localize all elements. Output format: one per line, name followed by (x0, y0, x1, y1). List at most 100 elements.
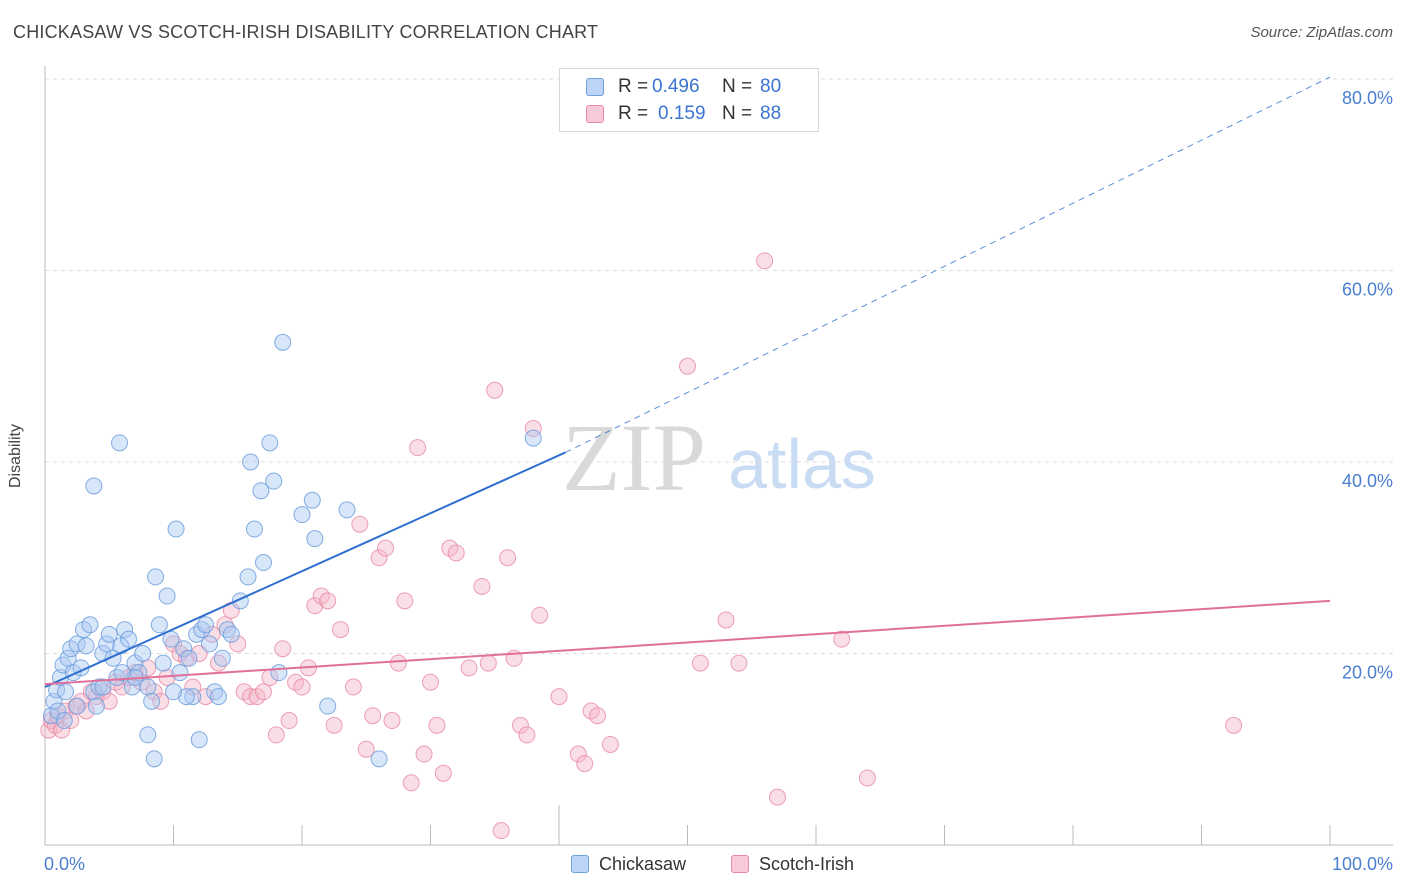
chickasaw-swatch (571, 855, 589, 873)
chickasaw-point (270, 664, 288, 682)
chickasaw-point (100, 625, 118, 643)
chickasaw-point (111, 434, 129, 452)
scotch-irish-point (717, 611, 735, 629)
chickasaw-point (167, 520, 185, 538)
scotch-irish-swatch (731, 855, 749, 873)
chickasaw-point (147, 568, 165, 586)
scotch-irish-point (1225, 716, 1243, 734)
scotch-irish-point (679, 357, 696, 375)
chickasaw-point (209, 688, 227, 706)
scotch-irish-point (293, 678, 311, 696)
scotch-irish-point (197, 688, 215, 706)
chickasaw-point (150, 616, 168, 634)
chickasaw-point (49, 702, 67, 720)
chickasaw-point (134, 645, 152, 662)
scotch-irish-point (492, 822, 510, 840)
chickasaw-trend-extension (565, 76, 1331, 453)
legend-r-value: 0.159 (658, 103, 706, 124)
bottom-legend-label: Chickasaw (599, 853, 687, 874)
scotch-irish-point (473, 577, 491, 595)
scotch-irish-point (569, 745, 587, 763)
y-tick-label: 60.0% (1342, 280, 1393, 300)
scotch-irish-point (396, 592, 414, 610)
scotch-irish-point (730, 654, 748, 672)
scotch-irish-point (242, 688, 260, 706)
scotch-irish-point (589, 707, 607, 725)
trend-lines (44, 76, 1331, 688)
chickasaw-point (143, 692, 161, 710)
chickasaw-point (113, 664, 131, 682)
chickasaw-point (303, 491, 321, 509)
scotch-irish-point (332, 621, 350, 639)
scotch-irish-point (344, 678, 362, 696)
chickasaw-point (158, 587, 176, 605)
scotch-irish-point (415, 745, 433, 763)
chickasaw-point (265, 472, 283, 490)
scotch-irish-point (601, 735, 619, 753)
chickasaw-point (98, 635, 116, 653)
scotch-irish-point (447, 544, 465, 562)
chickasaw-point (370, 750, 388, 768)
chickasaw-point (188, 625, 206, 643)
scotch-irish-point (550, 688, 568, 706)
chickasaw-point (319, 697, 337, 715)
chickasaw-point (85, 477, 103, 495)
scotch-irish-point (77, 702, 95, 720)
legend-r-value: 0.496 (652, 76, 700, 97)
chickasaw-point (81, 616, 99, 634)
scotch-irish-point (126, 664, 144, 682)
scotch-irish-point (364, 707, 382, 725)
scotch-irish-point (280, 712, 298, 730)
y-tick-label: 80.0% (1342, 88, 1393, 108)
chickasaw-point (213, 649, 231, 667)
chickasaw-point (139, 678, 157, 696)
scotch-irish-point (576, 755, 594, 773)
chart-title: CHICKASAW VS SCOTCH-IRISH DISABILITY COR… (13, 22, 599, 42)
scotch-irish-point (524, 419, 542, 437)
scotch-irish-point (499, 549, 517, 567)
chickasaw-swatch (586, 78, 604, 96)
x-tick-label: 100.0% (1332, 854, 1393, 874)
scotch-irish-point (858, 769, 876, 787)
watermark: ZIP atlas (562, 404, 876, 511)
scotch-irish-point (53, 721, 71, 739)
chickasaw-point (165, 683, 182, 701)
scotch-irish-point (428, 716, 446, 734)
chickasaw-point (524, 429, 542, 447)
gridlines (45, 78, 1393, 654)
chickasaw-point (77, 637, 95, 655)
scotch-irish-point (216, 616, 234, 634)
bottom-legend-scotch-irish: Scotch-Irish (731, 852, 854, 876)
scotch-irish-point (184, 678, 202, 696)
scotch-irish-point (319, 592, 337, 610)
scotch-irish-point (460, 659, 478, 677)
scotch-irish-point (325, 716, 343, 734)
scotch-irish-point (351, 515, 369, 533)
bottom-legend-label: Scotch-Irish (759, 853, 855, 874)
scotch-irish-point (274, 640, 292, 658)
chickasaw-point (94, 678, 112, 696)
chickasaw-point (55, 712, 73, 730)
bottom-legend-chickasaw: Chickasaw (571, 852, 686, 876)
scotch-irish-point (357, 740, 375, 758)
legend-n-value: 88 (760, 103, 782, 124)
legend-r-label: R = (618, 103, 649, 124)
chickasaw-point (120, 630, 138, 648)
scotch-irish-point (165, 635, 182, 653)
chickasaw-point (85, 683, 103, 701)
chickasaw-point (293, 506, 311, 524)
scotch-irish-point (306, 597, 324, 615)
scotch-irish-point (518, 726, 536, 744)
scotch-irish-point (691, 654, 709, 672)
chart-source: Source: ZipAtlas.com (1250, 24, 1393, 41)
legend-n-label: N = (722, 76, 753, 97)
chickasaw-point (145, 750, 163, 768)
scotch-irish-point (511, 716, 529, 734)
watermark-zip: ZIP (562, 404, 706, 511)
chickasaw-point (197, 616, 215, 634)
chickasaw-point (108, 668, 126, 686)
chickasaw-point (87, 697, 105, 715)
chickasaw-point (254, 554, 272, 572)
chickasaw-point (154, 654, 172, 672)
scotch-irish-point (422, 673, 439, 691)
